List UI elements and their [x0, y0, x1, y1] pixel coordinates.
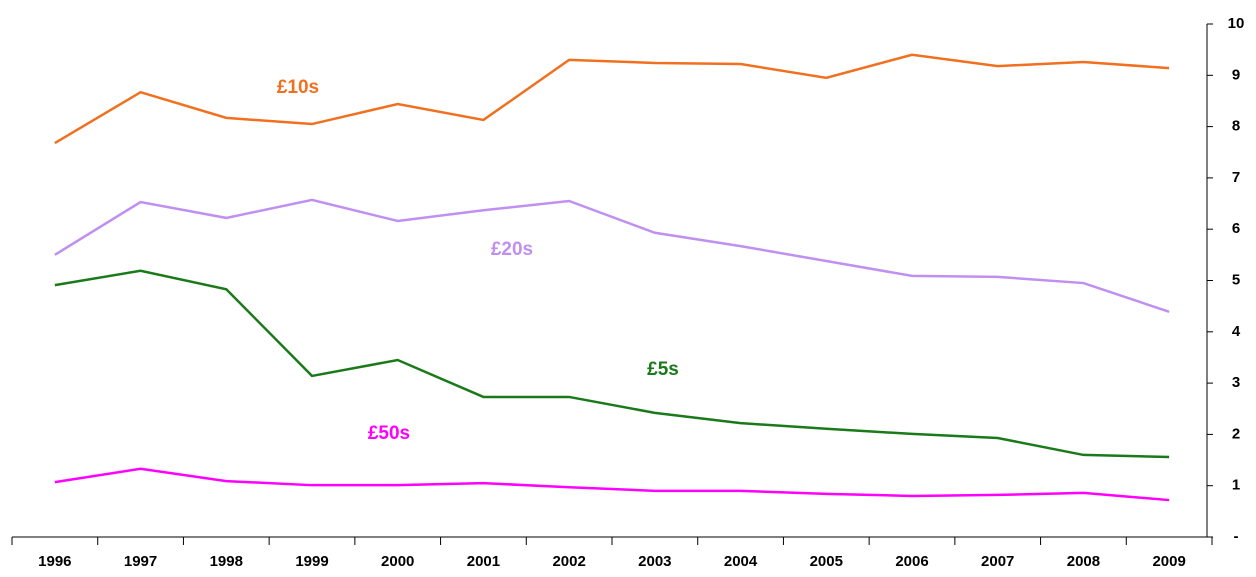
x-tick-label: 2006: [895, 553, 928, 570]
y-tick-label: 2: [1232, 425, 1240, 442]
y-tick-label: 3: [1232, 374, 1240, 391]
series-line: [54, 198, 1170, 313]
x-tick-label: 2000: [381, 553, 414, 570]
series-label: £5s: [647, 359, 679, 380]
x-tick-label: 1996: [38, 553, 71, 570]
series-label: £20s: [491, 239, 533, 260]
y-tick-label: 1: [1232, 477, 1240, 494]
y-tick-label: 9: [1232, 66, 1240, 83]
x-tick-label: 1998: [210, 553, 243, 570]
y-tick-label: 6: [1232, 220, 1240, 237]
series-line: [54, 467, 1170, 502]
x-tick-label: 2002: [552, 553, 585, 570]
series-label: £50s: [368, 423, 410, 444]
x-tick-label: 2008: [1067, 553, 1100, 570]
y-tick-label: 4: [1232, 323, 1241, 340]
x-tick-label: 2005: [810, 553, 843, 570]
x-tick-label: 2001: [467, 553, 500, 570]
y-tick-label: -: [1234, 528, 1239, 545]
x-tick-label: 2007: [981, 553, 1014, 570]
series-line: [54, 53, 1170, 145]
x-tick-label: 1999: [295, 553, 328, 570]
x-tick-label: 2004: [724, 553, 758, 570]
x-tick-label: 2009: [1152, 553, 1185, 570]
y-tick-label: 8: [1232, 118, 1240, 135]
y-tick-label: 7: [1232, 169, 1240, 186]
y-tick-label: 5: [1232, 271, 1240, 288]
series-label: £10s: [277, 77, 319, 98]
y-tick-label: 10: [1228, 15, 1245, 32]
x-tick-label: 2003: [638, 553, 671, 570]
x-tick-label: 1997: [124, 553, 157, 570]
series-line: [54, 269, 1170, 459]
